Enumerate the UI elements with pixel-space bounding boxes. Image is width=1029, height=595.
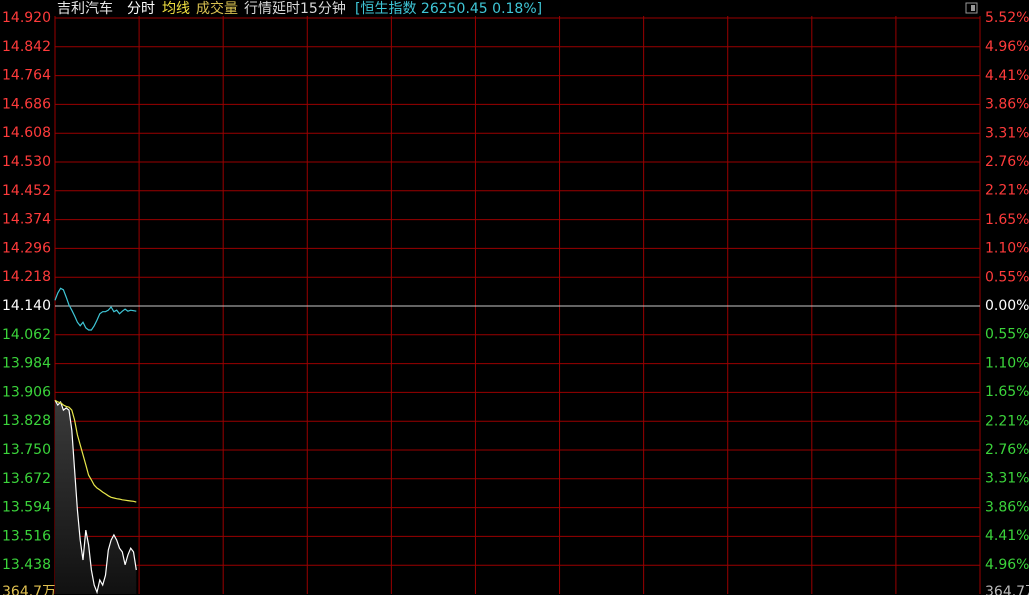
y-tick-label: 13.438 xyxy=(2,557,51,573)
y-tick-label: 14.920 xyxy=(2,10,51,26)
y2-tick-label: 5.52% xyxy=(985,10,1029,26)
y-tick-label: 14.686 xyxy=(2,96,51,112)
y-tick-label: 13.594 xyxy=(2,500,51,516)
tab[interactable]: 成交量 xyxy=(196,0,238,17)
y2-tick-label: 3.31% xyxy=(985,471,1029,487)
y2-tick-label: 0.55% xyxy=(985,269,1029,285)
y2-tick-label: 2.76% xyxy=(985,154,1029,170)
y2-tick-label: 3.31% xyxy=(985,125,1029,141)
y-tick-label: 14.140 xyxy=(2,298,51,314)
y2-tick-label: 3.86% xyxy=(985,499,1029,515)
y2-tick-label: 4.41% xyxy=(985,528,1029,544)
volume-label: 364.7万 xyxy=(985,584,1029,595)
stock-name: 吉利汽车 xyxy=(57,0,113,17)
y-tick-label: 14.530 xyxy=(2,154,51,170)
y2-tick-label: 3.86% xyxy=(985,97,1029,113)
y-tick-label: 14.452 xyxy=(2,183,51,199)
y2-tick-label: 0.00% xyxy=(985,298,1029,314)
y-tick-label: 13.906 xyxy=(2,384,51,400)
line xyxy=(54,287,137,331)
y-tick-label: 14.374 xyxy=(2,212,51,228)
y-tick-label: 13.672 xyxy=(2,471,51,487)
volume-label: 364.7万 xyxy=(2,584,56,595)
y-tick-label: 14.764 xyxy=(2,68,51,84)
tab[interactable]: 分时 xyxy=(127,1,155,17)
line xyxy=(54,399,137,595)
y-tick-label: 14.608 xyxy=(2,125,51,141)
tab[interactable]: 均线 xyxy=(162,1,190,17)
line xyxy=(54,399,137,503)
y2-tick-label: 2.76% xyxy=(985,442,1029,458)
y2-tick-label: 1.65% xyxy=(985,212,1029,228)
y2-tick-label: 2.21% xyxy=(985,413,1029,429)
y2-tick-label: 1.10% xyxy=(985,355,1029,371)
y2-tick-label: 1.10% xyxy=(985,241,1029,257)
toggle-icon-inner xyxy=(971,5,975,11)
y-tick-label: 14.296 xyxy=(2,240,51,256)
y-tick-label: 13.828 xyxy=(2,413,51,429)
delay-note: 行情延时15分钟 xyxy=(244,0,346,17)
y-tick-label: 13.984 xyxy=(2,356,51,372)
y2-tick-label: 4.96% xyxy=(985,39,1029,55)
y2-tick-label: 4.41% xyxy=(985,68,1029,84)
y2-tick-label: 4.96% xyxy=(985,557,1029,573)
y2-tick-label: 1.65% xyxy=(985,384,1029,400)
area xyxy=(55,400,137,594)
y-tick-label: 13.750 xyxy=(2,442,51,458)
y-tick-label: 14.062 xyxy=(2,327,51,343)
y2-tick-label: 2.21% xyxy=(985,183,1029,199)
toggle-icon[interactable] xyxy=(965,2,978,14)
index-quote: [恒生指数 26250.45 0.18%] xyxy=(355,1,542,17)
y-tick-label: 14.842 xyxy=(2,39,51,55)
y2-tick-label: 0.55% xyxy=(985,327,1029,343)
y-tick-label: 14.218 xyxy=(2,269,51,285)
y-tick-label: 13.516 xyxy=(2,528,51,544)
